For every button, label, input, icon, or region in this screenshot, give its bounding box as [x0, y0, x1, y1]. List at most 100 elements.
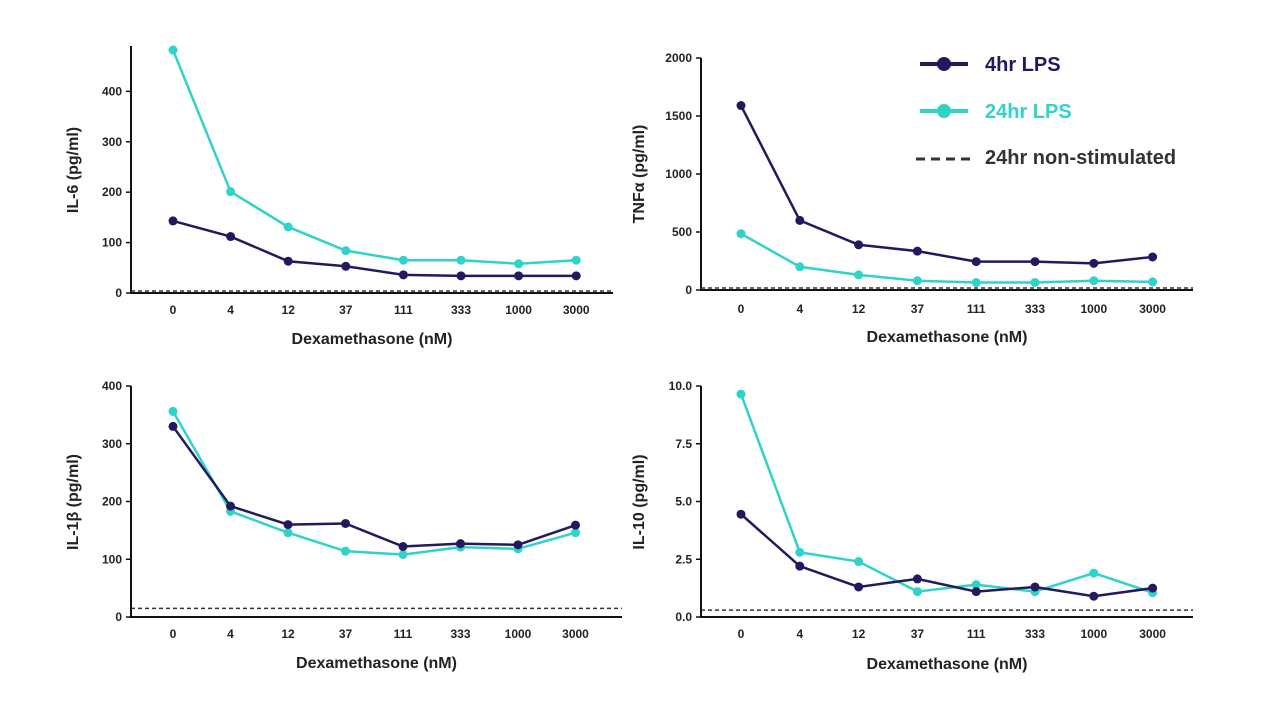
legend-label-24hr-lps: 24hr LPS	[985, 101, 1072, 123]
x-tick-label: 111	[967, 627, 986, 641]
data-point-4hr-lps	[795, 561, 805, 571]
chart-panel-il1b: 0 100 200 300 400 0 4 12 37 111 333 1000 3000 Dexamet…	[65, 379, 622, 672]
data-point-4hr-lps	[912, 574, 922, 584]
x-tick-label: 37	[339, 303, 353, 317]
data-point-24hr-lps	[226, 187, 236, 197]
x-tick-label: 333	[450, 627, 470, 641]
x-tick-label: 4	[796, 627, 803, 641]
x-tick-label: 1000	[505, 303, 532, 317]
x-tick-label: 4	[227, 303, 234, 317]
data-point-4hr-lps	[571, 520, 580, 530]
data-point-4hr-lps	[795, 215, 805, 225]
y-tick-label: 0	[685, 283, 692, 297]
x-axis-title: Dexamethasone (nM)	[867, 656, 1028, 673]
data-point-4hr-lps	[912, 246, 922, 256]
data-point-4hr-lps	[1030, 257, 1040, 267]
x-tick-label: 12	[852, 302, 866, 316]
x-tick-label: 0	[738, 627, 745, 641]
series-line-24hr-lps	[171, 410, 576, 556]
data-point-4hr-lps	[283, 520, 293, 530]
data-point-4hr-lps	[1148, 252, 1158, 262]
legend-label-4hr-lps: 4hr LPS	[985, 54, 1061, 76]
data-point-24hr-lps	[854, 557, 864, 567]
data-point-4hr-lps	[168, 421, 178, 431]
series-line-24hr-lps	[171, 49, 577, 266]
x-axis-title: Dexamethasone (nM)	[867, 329, 1028, 346]
chart-panel-tnfa: 0 500 1000 1500 2000 0 4 12 37 111 333 1000 3000 Dexa…	[631, 51, 1193, 346]
y-tick-label: 400	[102, 379, 122, 393]
y-tick-label: 200	[102, 185, 122, 199]
legend-item-24hr-lps: 24hr LPS	[920, 101, 1072, 123]
y-tick-label: 10.0	[669, 379, 693, 393]
data-point-24hr-lps	[283, 222, 293, 232]
data-point-24hr-lps	[571, 255, 581, 265]
data-point-4hr-lps	[971, 257, 981, 267]
x-tick-label: 1000	[1080, 302, 1107, 316]
data-point-24hr-lps	[971, 277, 981, 287]
x-tick-label: 12	[852, 627, 866, 641]
data-point-4hr-lps	[398, 542, 408, 552]
x-tick-label: 1000	[1080, 627, 1107, 641]
y-tick-label: 100	[102, 552, 122, 566]
data-point-24hr-lps	[912, 276, 922, 286]
legend-marker-24hr-lps	[937, 104, 951, 118]
y-tick-label: 300	[102, 437, 122, 451]
data-point-24hr-lps	[341, 546, 350, 556]
x-tick-label: 4	[796, 302, 803, 316]
x-tick-label: 3000	[1139, 627, 1166, 641]
data-point-24hr-lps	[854, 270, 864, 280]
x-tick-label: 3000	[1139, 302, 1166, 316]
x-tick-label: 111	[394, 627, 413, 641]
data-point-4hr-lps	[168, 216, 178, 226]
y-tick-label: 1500	[665, 109, 692, 123]
x-tick-label: 0	[170, 303, 177, 317]
chart-panel-il10: 0.0 2.5 5.0 7.5 10.0 0 4 12 37 111 333 1000 3000 Dexa…	[631, 379, 1193, 673]
data-point-24hr-lps	[736, 229, 746, 239]
data-point-24hr-lps	[736, 389, 746, 399]
series-line-4hr-lps	[739, 104, 1153, 265]
series-line-4hr-lps	[171, 425, 576, 548]
data-point-24hr-lps	[168, 406, 178, 416]
data-point-24hr-lps	[795, 547, 805, 557]
series-line-4hr-lps	[740, 513, 1153, 598]
y-tick-label: 0.0	[675, 610, 692, 624]
x-tick-label: 111	[967, 302, 986, 316]
series-line-24hr-lps	[740, 232, 1153, 284]
data-point-4hr-lps	[736, 101, 746, 111]
data-point-4hr-lps	[456, 539, 465, 549]
y-tick-label: 0	[115, 286, 122, 300]
y-axis-title: IL-10 (pg/ml)	[631, 454, 648, 549]
data-point-4hr-lps	[398, 270, 408, 280]
chart-panel-il6: 0 100 200 300 400 0 4 12 37 111 333 1000 3000 Dexamet…	[65, 45, 613, 348]
data-point-4hr-lps	[513, 540, 523, 550]
x-tick-label: 1000	[505, 627, 532, 641]
x-tick-label: 12	[281, 627, 295, 641]
data-point-24hr-lps	[571, 528, 580, 538]
x-tick-label: 37	[339, 627, 353, 641]
y-tick-label: 5.0	[675, 495, 692, 509]
x-tick-label: 333	[1025, 302, 1045, 316]
data-point-4hr-lps	[1030, 582, 1040, 592]
x-tick-label: 333	[451, 303, 471, 317]
data-point-24hr-lps	[456, 255, 466, 265]
series-line-24hr-lps	[739, 393, 1153, 594]
data-point-4hr-lps	[736, 509, 746, 519]
y-tick-label: 0	[115, 610, 122, 624]
y-tick-label: 2000	[665, 51, 692, 65]
data-point-24hr-lps	[1089, 276, 1099, 286]
x-tick-label: 0	[170, 627, 177, 641]
data-point-4hr-lps	[226, 501, 235, 511]
data-point-24hr-lps	[341, 246, 351, 256]
data-point-24hr-lps	[1148, 277, 1158, 287]
data-point-24hr-lps	[1089, 568, 1099, 578]
data-point-4hr-lps	[1089, 591, 1099, 601]
data-point-4hr-lps	[1148, 583, 1158, 593]
data-point-24hr-lps	[912, 587, 922, 597]
y-axis-title: IL-1β (pg/ml)	[65, 454, 82, 550]
x-tick-label: 4	[227, 627, 234, 641]
x-tick-label: 3000	[562, 627, 589, 641]
x-axis-title: Dexamethasone (nM)	[296, 655, 457, 672]
legend-item-4hr-lps: 4hr LPS	[920, 54, 1061, 76]
data-point-24hr-lps	[398, 255, 408, 265]
